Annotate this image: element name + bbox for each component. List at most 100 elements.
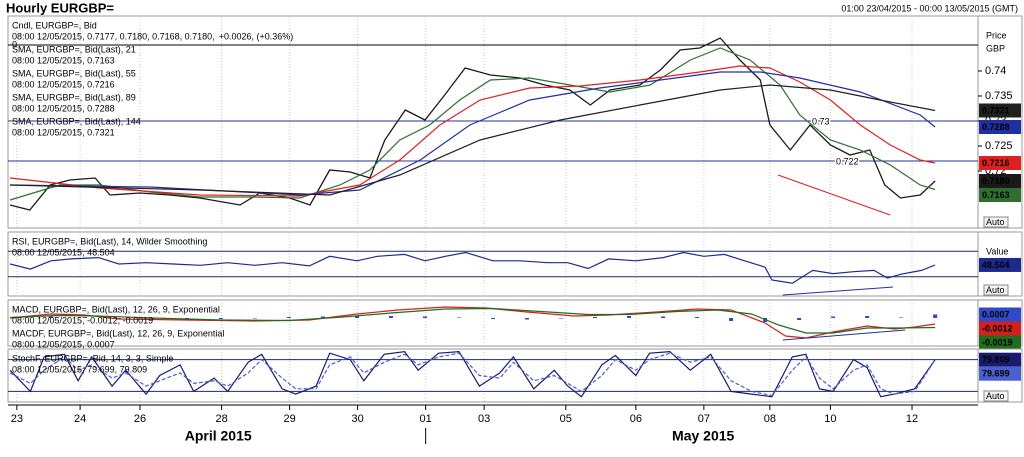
- last-value-box: [979, 120, 1021, 134]
- panel-frame: [7, 299, 979, 347]
- last-value-label: 0.7216: [982, 158, 1010, 168]
- legend-name: RSI, EURGBP=, Bid(Last), 14, Wilder Smoo…: [12, 236, 207, 246]
- last-value-box: [979, 156, 1021, 170]
- histogram-bar: [661, 316, 666, 318]
- trend-line: [777, 174, 891, 216]
- histogram-bar: [320, 316, 325, 318]
- legend-value: 08:00 12/05/2015, 79.699, 79.809: [12, 364, 147, 374]
- histogram-bar: [525, 318, 530, 320]
- series-line: [9, 352, 936, 397]
- legend-value: 08:00 12/05/2015, 0.0007: [12, 339, 115, 349]
- legend-name: MACDF, EURGBP=, Bid(Last), 12, 26, 9, Ex…: [12, 328, 224, 338]
- histogram-bar: [48, 316, 53, 318]
- x-tick-label: 24: [74, 413, 86, 425]
- histogram-bar: [286, 317, 291, 318]
- histogram-bar: [354, 315, 359, 318]
- legend-value: 08:00 12/05/2015, -0.0012, -0.0019: [12, 315, 153, 325]
- month-label: April 2015: [185, 428, 252, 444]
- axis-label: Value: [986, 246, 1008, 256]
- last-value-label: 48.504: [982, 260, 1010, 270]
- panel-frame: [7, 348, 979, 403]
- auto-label: Auto: [986, 391, 1005, 401]
- series-line: [9, 307, 936, 334]
- line-value-label: 0.73: [812, 116, 830, 126]
- histogram-bar: [627, 316, 632, 318]
- histogram-bar: [150, 318, 155, 320]
- auto-button: [983, 390, 1009, 402]
- trend-line: [782, 286, 894, 296]
- auto-label: Auto: [986, 285, 1005, 295]
- legend-name: SMA, EURGBP=, Bid(Last), 89: [12, 92, 136, 102]
- legend-value: 08:00 12/05/2015, 0.7163: [12, 55, 115, 65]
- series-line: [9, 84, 936, 196]
- histogram-bar: [252, 318, 257, 319]
- legend-value: 08:00 12/05/2015, 0.7177, 0.7180, 0.7168…: [12, 31, 215, 41]
- last-value-box: [979, 335, 1021, 350]
- last-value-box: [979, 352, 1021, 367]
- legend-change: +0.0026, (+0.36%): [219, 31, 294, 41]
- last-value-box: [979, 257, 1021, 272]
- last-value-box: [979, 103, 1021, 118]
- chart-title: Hourly EURGBP=: [6, 0, 114, 15]
- histogram-bar: [865, 316, 870, 318]
- x-tick-label: 29: [283, 413, 295, 425]
- last-value-label: 79.809: [982, 355, 1010, 365]
- legend-name: Cndl, EURGBP=, Bid: [12, 20, 97, 30]
- x-tick-label: 01: [420, 413, 432, 425]
- x-tick-label: 08: [764, 413, 776, 425]
- histogram-bar: [593, 317, 598, 318]
- axis-label: GBP: [986, 43, 1005, 53]
- last-value-label: 79.699: [982, 369, 1010, 379]
- x-tick-label: 10: [824, 413, 836, 425]
- histogram-bar: [831, 316, 836, 318]
- last-value-box: [979, 321, 1021, 336]
- legend-value: 08:00 12/05/2015, 0.7216: [12, 79, 115, 89]
- histogram-bar: [422, 316, 427, 318]
- series-line: [9, 71, 936, 196]
- histogram-bar: [491, 318, 495, 319]
- month-label: May 2015: [672, 428, 734, 444]
- histogram-bar: [797, 318, 802, 320]
- histogram-bar: [933, 314, 938, 318]
- histogram-bar: [218, 318, 223, 319]
- last-value-label: -0.0012: [982, 323, 1013, 333]
- x-tick-label: 30: [352, 413, 364, 425]
- series-line: [9, 47, 936, 201]
- last-value-label: 0.7163: [982, 190, 1010, 200]
- histogram-bar: [559, 318, 564, 319]
- last-value-box: [979, 307, 1021, 322]
- histogram-bar: [899, 317, 904, 318]
- auto-button: [983, 216, 1009, 228]
- axis-label: Price: [986, 30, 1007, 40]
- series-line: [9, 251, 936, 284]
- last-value-label: 0.7288: [982, 122, 1010, 132]
- x-tick-label: 26: [134, 413, 146, 425]
- series-line: [9, 350, 936, 398]
- x-tick-label: 05: [560, 413, 572, 425]
- x-tick-label: 23: [11, 413, 23, 425]
- date-range: 01:00 23/04/2015 - 00:00 13/05/2015 (GMT…: [841, 3, 1018, 13]
- last-value-box: [979, 174, 1021, 188]
- last-value-box: [979, 188, 1021, 202]
- last-value-box: [979, 366, 1021, 381]
- line-value-label: 0.722: [836, 156, 859, 166]
- legend-name: MACD, EURGBP=, Bid(Last), 12, 26, 9, Exp…: [12, 304, 220, 314]
- legend-name: SMA, EURGBP=, Bid(Last), 55: [12, 68, 136, 78]
- series-line: [9, 306, 936, 339]
- x-tick-label: 07: [698, 413, 710, 425]
- x-tick-label: 03: [478, 413, 490, 425]
- y-tick-label: 0.725: [985, 140, 1013, 152]
- legend-value: 08:00 12/05/2015, 0.7288: [12, 103, 115, 113]
- histogram-bar: [82, 317, 87, 318]
- trend-line: [782, 329, 906, 341]
- x-tick-label: 06: [630, 413, 642, 425]
- legend-name: StochF, EURGBP=, Bid, 14, 3, 3, Simple: [12, 353, 173, 363]
- series-line: [9, 37, 936, 211]
- y-tick-label: 0.74: [985, 65, 1006, 77]
- auto-label: Auto: [986, 217, 1005, 227]
- auto-button: [983, 284, 1009, 296]
- legend-value: 08:00 12/05/2015, 48.504: [12, 247, 115, 257]
- legend-name: SMA, EURGBP=, Bid(Last), 21: [12, 44, 136, 54]
- histogram-bar: [388, 316, 393, 318]
- line-tag: 0: [12, 39, 17, 49]
